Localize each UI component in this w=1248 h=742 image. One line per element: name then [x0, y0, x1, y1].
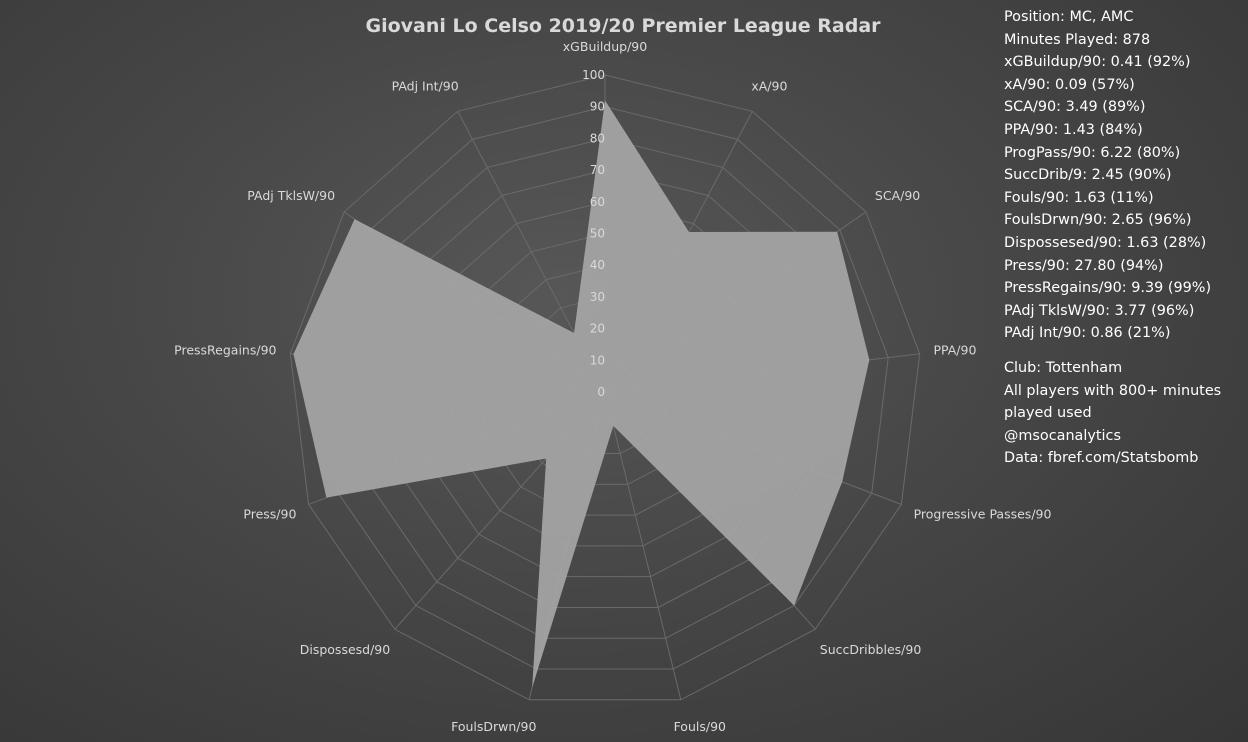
stat-line: ProgPass/90: 6.22 (80%) [1004, 144, 1181, 161]
axis-label: xA/90 [751, 79, 787, 94]
axis-label: Progressive Passes/90 [914, 506, 1052, 521]
stat-line: SuccDrib/9: 2.45 (90%) [1004, 167, 1172, 184]
note-line: Data: fbref.com/Statsbomb [1004, 450, 1199, 467]
axis-label: xGBuildup/90 [563, 39, 647, 54]
radial-tick-label: 60 [590, 195, 605, 209]
radial-tick-label: 30 [590, 290, 605, 304]
notes-list: Club: Tottenham All players with 800+ min… [1004, 357, 1244, 470]
note-line: played used [1004, 405, 1092, 422]
axis-label: SuccDribbles/90 [820, 642, 922, 657]
grid-spoke [604, 391, 682, 700]
stat-line: xA/90: 0.09 (57%) [1004, 76, 1135, 93]
stat-line: xGBuildup/90: 0.41 (92%) [1004, 54, 1191, 71]
note-line: All players with 800+ minutes [1004, 382, 1222, 399]
axis-label: FoulsDrwn/90 [451, 719, 536, 734]
chart-title: Giovani Lo Celso 2019/20 Premier League … [365, 15, 881, 37]
stat-line: PPA/90: 1.43 (84%) [1004, 121, 1143, 138]
note-line: @msocanalytics [1004, 427, 1121, 444]
axis-label: PPA/90 [933, 342, 976, 357]
axis-label: PAdj TklsW/90 [247, 188, 335, 203]
axis-label: SCA/90 [875, 188, 920, 203]
radial-tick-label: 90 [590, 100, 605, 114]
grid-ring-100 [289, 74, 921, 701]
radar-axis-labels: xGBuildup/90 xA/90 SCA/90 PPA/90 Progressive… [174, 39, 1051, 734]
radial-tick-label: 70 [590, 163, 605, 177]
stat-line: SCA/90: 3.49 (89%) [1004, 99, 1146, 116]
stat-line: Press/90: 27.80 (94%) [1004, 257, 1164, 274]
info-panel: Position: MC, AMC Minutes Played: 878 xGBu… [1004, 6, 1244, 470]
series-area [293, 100, 870, 688]
radial-tick-label: 20 [590, 322, 605, 336]
radial-tick-label: 0 [597, 385, 605, 399]
stat-line: PAdj TklsW/90: 3.77 (96%) [1004, 302, 1195, 319]
info-gap [1004, 345, 1244, 357]
axis-label: PAdj Int/90 [392, 79, 459, 94]
radar-series [293, 100, 870, 688]
stats-list: Position: MC, AMC Minutes Played: 878 xGBu… [1004, 6, 1244, 345]
radial-tick-label: 100 [582, 68, 605, 82]
stat-line: PAdj Int/90: 0.86 (21%) [1004, 325, 1171, 342]
stat-line: Position: MC, AMC [1004, 9, 1134, 25]
stat-line: Fouls/90: 1.63 (11%) [1004, 189, 1154, 206]
note-line: Club: Tottenham [1004, 359, 1123, 376]
axis-label: Fouls/90 [674, 719, 726, 734]
radial-tick-label: 80 [590, 131, 605, 145]
axis-label: Press/90 [243, 506, 296, 521]
radial-tick-label: 50 [590, 227, 605, 241]
radial-tick-label: 10 [590, 353, 605, 367]
stat-line: FoulsDrwn/90: 2.65 (96%) [1004, 212, 1192, 229]
axis-label: PressRegains/90 [174, 342, 276, 357]
axis-label: Dispossesd/90 [300, 642, 391, 657]
radar-tick-labels: 0 10 20 30 40 50 60 70 80 90 100 [582, 68, 605, 399]
radial-tick-label: 40 [590, 258, 605, 272]
stat-line: Minutes Played: 878 [1004, 31, 1151, 48]
stat-line: Dispossesed/90: 1.63 (28%) [1004, 234, 1207, 251]
stat-line: PressRegains/90: 9.39 (99%) [1004, 280, 1212, 297]
